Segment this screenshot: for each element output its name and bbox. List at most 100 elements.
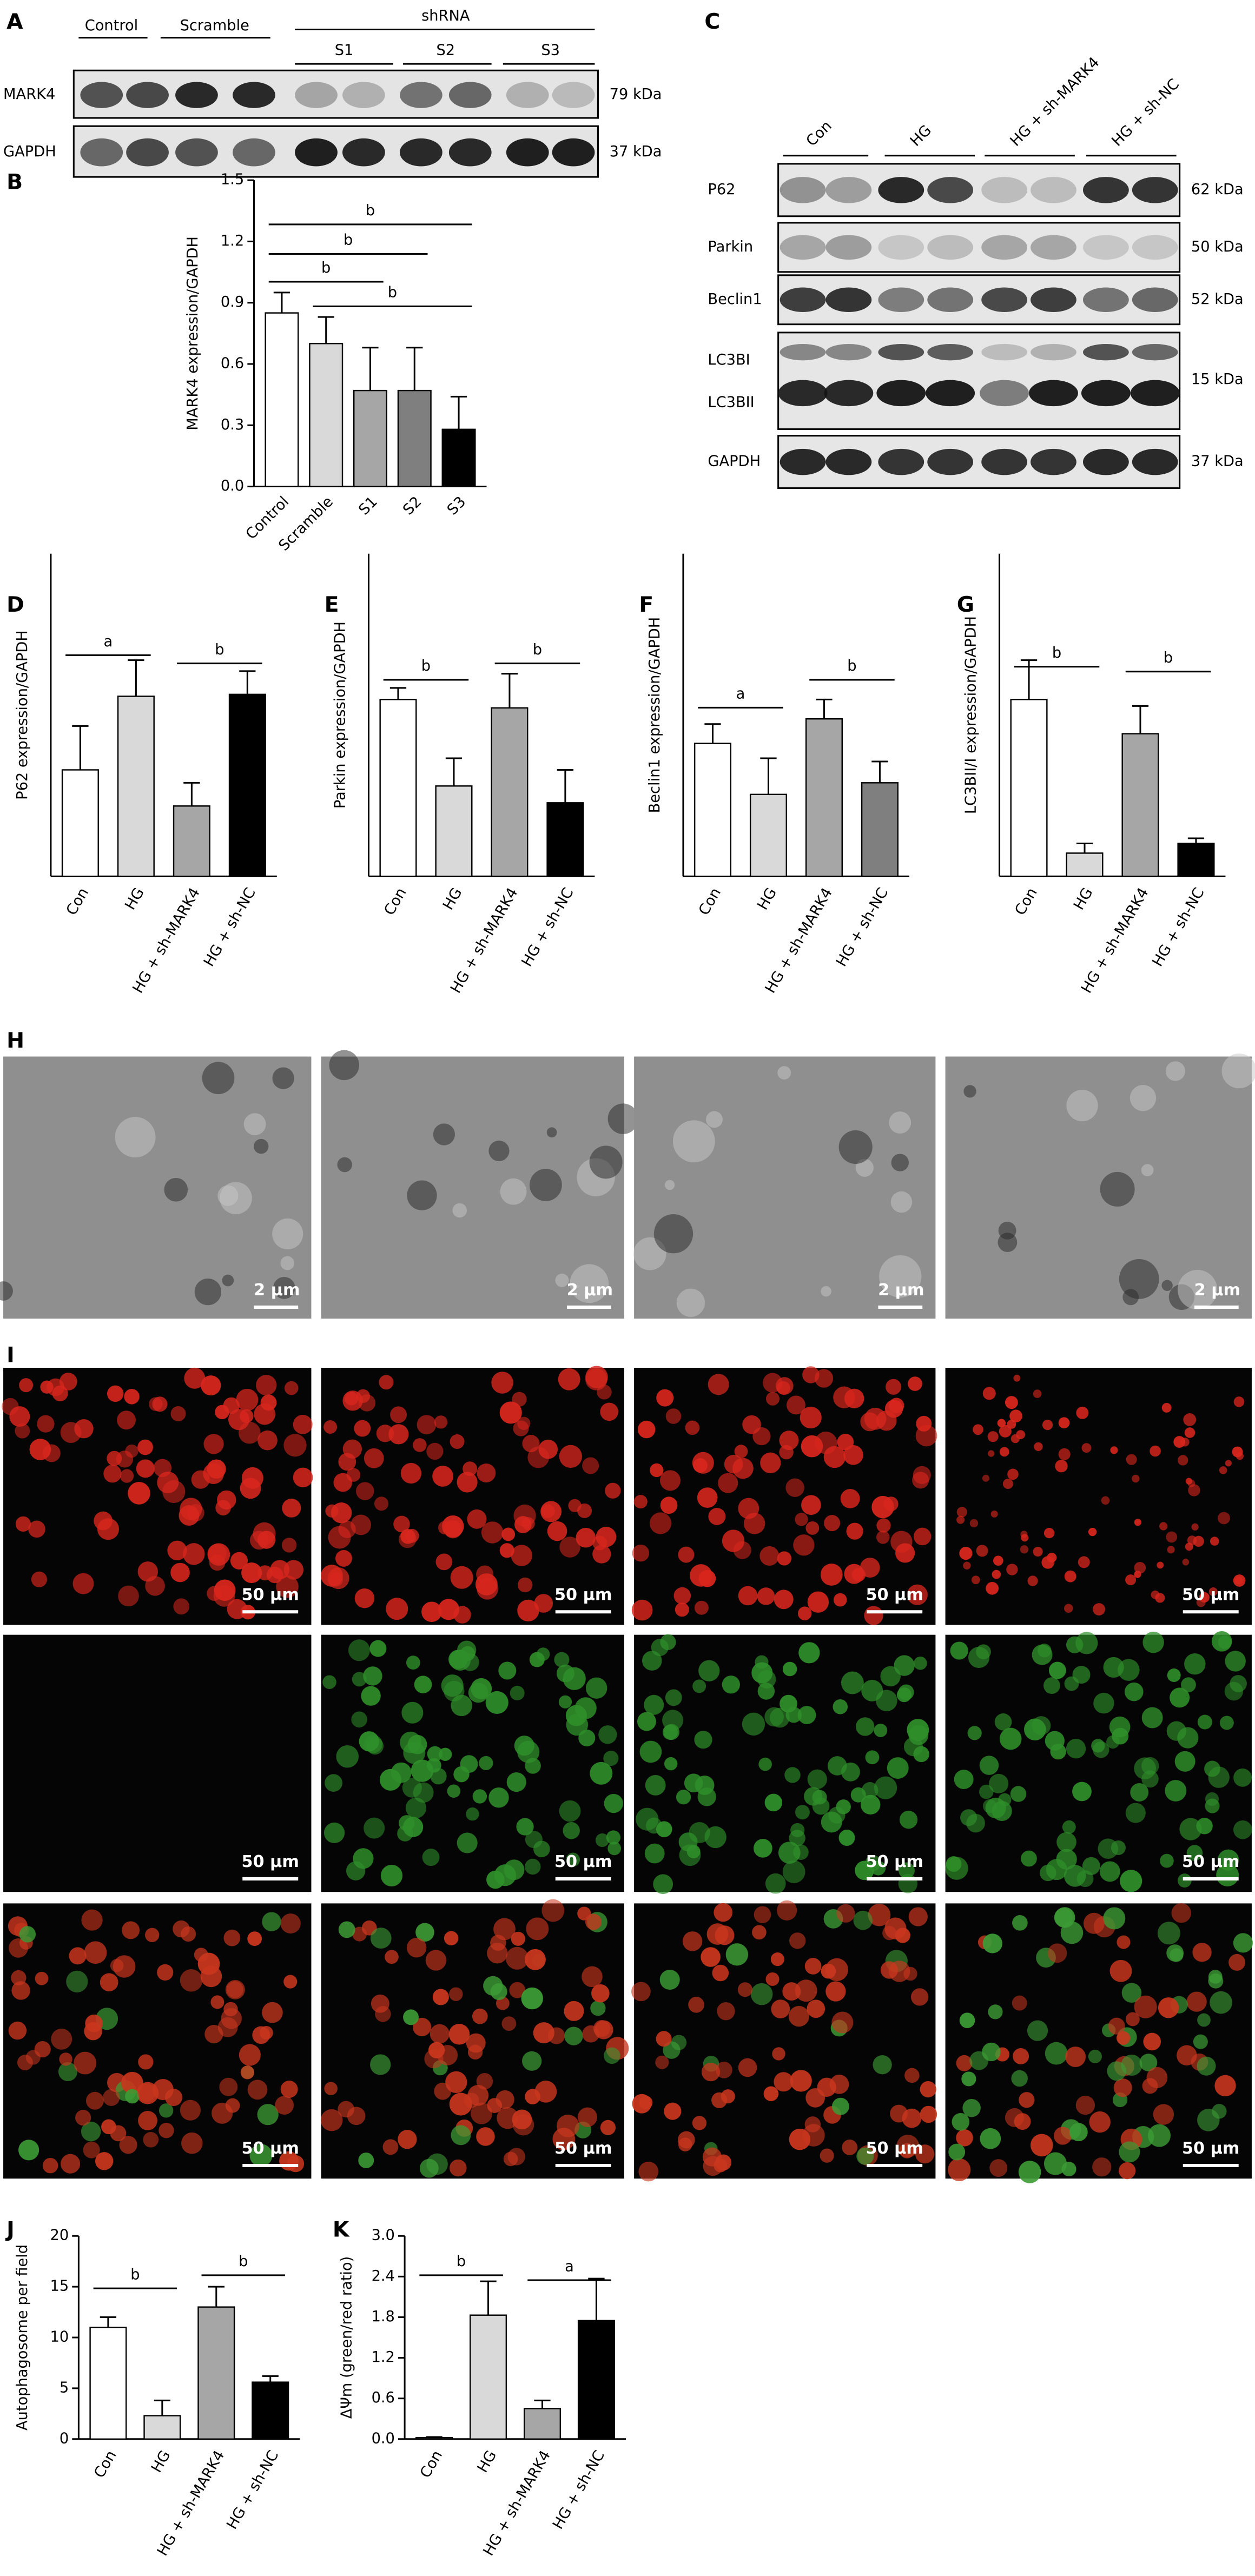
cell <box>853 1910 873 1930</box>
lane-label: S1 <box>335 42 354 58</box>
cell <box>1187 1535 1197 1545</box>
cell <box>1064 1676 1079 1691</box>
bar <box>441 428 476 487</box>
cell <box>1047 1943 1067 1963</box>
blot-band <box>1082 287 1129 312</box>
cell <box>963 1561 971 1570</box>
cell <box>712 1964 729 1982</box>
bar <box>470 2314 507 2440</box>
cell <box>833 1386 855 1408</box>
cell <box>158 2123 174 2138</box>
bar <box>61 769 99 877</box>
cell <box>325 1774 342 1792</box>
cell <box>568 1499 582 1512</box>
em-organelle <box>164 1177 188 1202</box>
cell <box>1166 1944 1184 1962</box>
cell <box>1033 1389 1042 1398</box>
cell <box>1233 1768 1252 1787</box>
cell <box>338 1453 356 1471</box>
cell <box>752 1925 767 1940</box>
cell <box>757 1683 775 1700</box>
cell <box>451 2125 471 2145</box>
blot-band <box>825 177 872 203</box>
cell <box>801 1435 823 1458</box>
cell <box>778 1842 801 1864</box>
cell <box>725 1943 749 1966</box>
cell <box>254 1403 275 1425</box>
bar <box>397 389 432 487</box>
cell <box>694 1600 709 1615</box>
cell <box>239 2044 261 2066</box>
em-organelle <box>653 1214 693 1254</box>
cell <box>1233 1396 1245 1407</box>
scale-label: 50 μm <box>554 1585 612 1604</box>
cell <box>1075 2095 1095 2115</box>
cell <box>776 1381 790 1395</box>
cell <box>1183 1413 1197 1426</box>
y-tick-label: 3.0 <box>372 2227 395 2244</box>
cell <box>280 2081 298 2098</box>
cell <box>507 2148 525 2166</box>
cell <box>604 2047 620 2064</box>
cell <box>582 1966 603 1988</box>
bar <box>1177 843 1215 877</box>
scale-label: 2 μm <box>567 1281 613 1300</box>
scale-label: 50 μm <box>554 1852 612 1871</box>
row-label: P62 <box>708 181 735 198</box>
x-tick-label: HG + sh-NC <box>833 885 891 969</box>
cell <box>84 1941 107 1964</box>
cell <box>369 1640 387 1657</box>
cell <box>578 1729 596 1747</box>
cell <box>993 1555 1003 1566</box>
scale-label: 50 μm <box>866 1585 923 1604</box>
cell <box>688 1996 704 2013</box>
cell <box>864 1407 887 1430</box>
cell <box>180 1926 196 1942</box>
cell <box>836 1799 851 1815</box>
cell <box>820 1564 843 1586</box>
cell <box>979 1784 994 1799</box>
blot-band <box>1082 448 1129 475</box>
cell <box>738 1586 758 1606</box>
scale-label: 50 μm <box>1182 1852 1239 1871</box>
cell <box>477 1464 496 1483</box>
blot-band <box>506 138 549 167</box>
cell <box>988 2004 1003 2019</box>
cell <box>644 1694 664 1715</box>
x-tick-label: HG + sh-NC <box>201 885 259 969</box>
blot-band <box>175 82 218 108</box>
em-organelle <box>529 1169 562 1201</box>
cell <box>650 1463 664 1478</box>
significance-label: b <box>366 202 375 219</box>
cell <box>74 1419 94 1439</box>
cell <box>864 1606 883 1625</box>
em-organelle <box>407 1180 437 1210</box>
cell <box>973 1424 983 1435</box>
em-organelle <box>1122 1289 1139 1306</box>
cell <box>526 1917 549 1941</box>
cell <box>325 1504 339 1518</box>
cell <box>403 1741 426 1764</box>
cell <box>471 2102 493 2124</box>
bar <box>228 693 266 877</box>
y-tick-label: 0.3 <box>221 416 244 433</box>
cell <box>644 1843 665 1864</box>
cell <box>1181 1677 1196 1693</box>
cell <box>58 2062 78 2082</box>
cell <box>637 1712 656 1731</box>
cell <box>1089 2111 1111 2133</box>
cell <box>355 1482 374 1500</box>
cell <box>1219 1716 1234 1730</box>
cell <box>467 2084 489 2106</box>
cell <box>209 1554 226 1571</box>
cell <box>856 1717 875 1736</box>
cell <box>1061 2162 1076 2177</box>
blot-band <box>878 448 924 475</box>
cell <box>426 1442 444 1460</box>
blot-band <box>175 138 218 167</box>
scale-label: 50 μm <box>554 2139 612 2158</box>
em-organelle <box>452 1203 467 1218</box>
cell <box>765 1392 780 1406</box>
cell <box>257 1430 278 1451</box>
cell <box>950 1641 968 1660</box>
